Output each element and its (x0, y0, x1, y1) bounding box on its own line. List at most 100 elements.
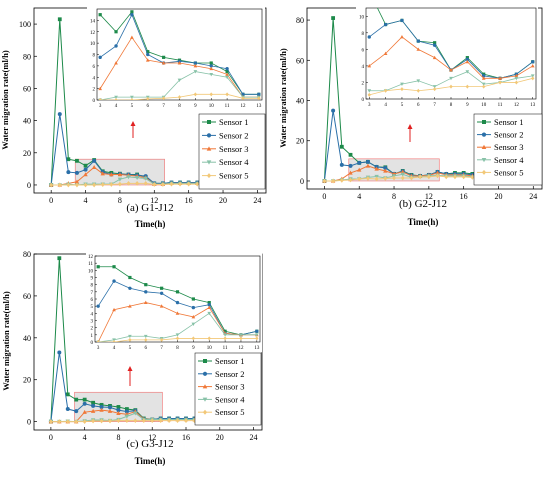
inset-point (114, 98, 118, 100)
legend-label: Sensor 4 (494, 155, 524, 165)
data-point (331, 178, 336, 184)
data-point (383, 176, 388, 181)
data-point (374, 166, 379, 171)
x-tick-label: 8 (118, 196, 122, 205)
inset-point (416, 88, 420, 93)
data-point (400, 172, 405, 177)
inset-point (143, 334, 148, 339)
legend: Sensor 1 Sensor 2 Sensor 3 Sensor 4 Sensor 5 (198, 113, 266, 190)
data-point (65, 392, 70, 397)
inset-x-tick-label: 11 (498, 103, 503, 108)
inset-x-tick-label: 8 (176, 346, 179, 351)
inset-x-tick-label: 6 (417, 103, 420, 108)
data-point (74, 397, 79, 402)
x-tick-label: 24 (529, 192, 537, 201)
inset-point (416, 47, 421, 51)
data-point (116, 408, 121, 413)
legend-label: Sensor 3 (494, 142, 524, 152)
inset-x-tick-label: 10 (481, 103, 487, 108)
y-tick-label: 40 (23, 334, 31, 343)
data-point (108, 405, 112, 410)
inset-x-tick-label: 8 (450, 103, 453, 108)
inset-point (254, 333, 259, 337)
data-point (126, 180, 131, 186)
data-point (124, 418, 129, 423)
inset-y-tick-label: 0 (91, 341, 94, 346)
legend-marker (481, 158, 487, 163)
data-point (374, 176, 379, 182)
inset-point (161, 61, 166, 65)
inset-point (112, 307, 116, 312)
inset-point (162, 55, 166, 59)
inset-point (367, 63, 372, 68)
data-point (92, 182, 97, 188)
inset-background (86, 253, 262, 352)
data-point (91, 164, 97, 169)
inset-point (255, 336, 259, 341)
inset-point (223, 333, 227, 337)
inset-point (433, 41, 437, 45)
inset-point (112, 265, 116, 269)
data-point (65, 407, 70, 412)
data-point (74, 182, 79, 188)
data-point (116, 418, 121, 423)
data-point (150, 418, 155, 423)
data-point (178, 181, 183, 187)
inset-point (146, 52, 150, 57)
inset-point (239, 333, 243, 337)
y-tick-label: 60 (23, 292, 31, 301)
inset-point (146, 50, 150, 54)
inset-point (130, 98, 134, 100)
inset-point (177, 95, 182, 100)
data-point (117, 177, 123, 182)
inset-point (98, 55, 102, 60)
inset-point (530, 74, 535, 78)
x-tick-label: 20 (494, 192, 502, 201)
data-point (57, 17, 62, 22)
legend-label: Sensor 5 (494, 167, 524, 177)
legend-marker (203, 359, 207, 363)
data-point (452, 174, 457, 180)
data-point (195, 181, 200, 187)
data-point (117, 172, 123, 177)
inset-chart: 3 4 5 6 7 8 9 10 11 12 13 0 2 4 6 8 10 (356, 5, 538, 109)
inset-point (128, 334, 132, 339)
inset-point (128, 286, 132, 290)
inset-x-tick-label: 6 (147, 104, 150, 109)
inset-y-tick-label: 1 (91, 334, 94, 339)
y-tick-label: 60 (23, 84, 31, 93)
data-point (48, 419, 53, 424)
inset-point (432, 55, 437, 60)
data-point (100, 171, 105, 176)
inset-point (481, 82, 486, 87)
data-point (108, 418, 112, 424)
inset-point (114, 44, 118, 48)
data-point (49, 182, 54, 188)
data-point (65, 419, 70, 424)
data-point (169, 181, 174, 187)
inset-point (465, 70, 470, 74)
inset-y-tick-label: 11 (88, 262, 93, 267)
inset-point (175, 336, 180, 341)
inset-x-tick-label: 6 (145, 346, 148, 351)
data-point (167, 418, 172, 423)
y-axis-label: Water migration rate(ml/h) (278, 48, 288, 148)
y-axis-label: Water migration rate(ml/h) (1, 291, 11, 391)
inset-x-tick-label: 4 (115, 104, 118, 109)
inset-point (514, 76, 519, 81)
inset-y-tick-label: 2 (362, 81, 365, 86)
inset-point (128, 304, 132, 308)
arrow-head (407, 124, 413, 129)
legend-marker (482, 120, 486, 124)
legend-marker (481, 144, 487, 149)
inset-point (191, 297, 195, 301)
panel-caption: (a) G1-J12 (126, 202, 173, 214)
data-point (383, 168, 388, 173)
inset-x-tick-label: 4 (113, 346, 116, 351)
inset-point (465, 59, 470, 64)
inset-point (432, 85, 437, 89)
inset-x-tick-label: 11 (223, 346, 228, 351)
data-point (134, 176, 140, 180)
inset-series (98, 10, 261, 100)
